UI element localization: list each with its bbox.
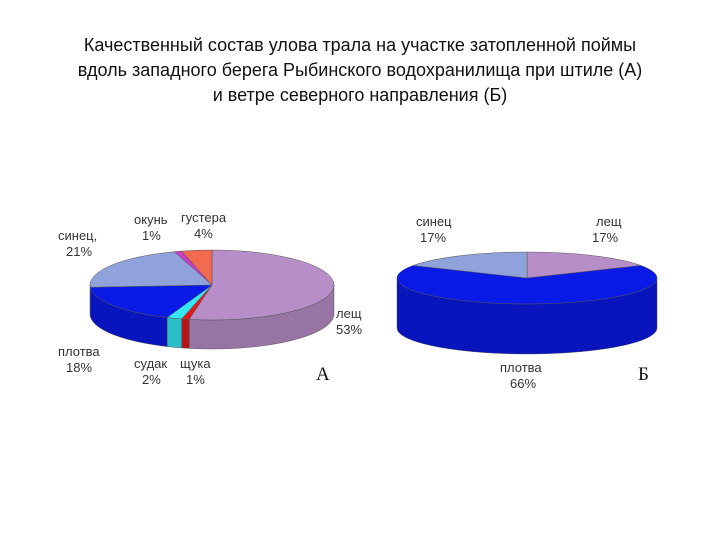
label-a-окунь-value: 1% [142,228,161,243]
label-a-судак-value: 2% [142,372,161,387]
pie-a-labels: лещ 53% щука 1% судак 2% плотва 18% сине… [58,210,362,387]
label-a-плотва-value: 18% [66,360,92,375]
pie-b-labels: лещ 17% плотва 66% синец 17% Б [416,214,649,391]
pie-a-slice-лещ [188,249,335,321]
label-a-синец-value: 21% [66,244,92,259]
label-a-густера-value: 4% [194,226,213,241]
label-a-плотва-name: плотва [58,344,100,359]
pie-chart-b [396,251,658,355]
label-a-окунь-name: окунь [134,212,168,227]
pie-a-wall-судак [166,317,182,349]
panel-label-b: Б [638,364,649,385]
pie-b-slice-плотва [396,265,658,305]
title-line-2: вдоль западного берега Рыбинского водохр… [77,60,643,80]
label-b-плотва-value: 66% [510,376,536,391]
pie-a-slice-синец [89,251,213,288]
pie-chart-a [89,249,335,350]
pie-b-slice-синец [412,251,528,279]
label-a-густера-name: густера [181,210,227,225]
label-a-лещ-value: 53% [336,322,362,337]
chart-title: Качественный состав улова трала на участ… [20,33,700,108]
pie-b-slice-лещ [526,251,642,279]
pie-a-slice-плотва [89,284,213,318]
title-line-3: и ветре северного направления (Б) [212,85,508,105]
label-b-лещ-name: лещ [596,214,622,229]
label-b-плотва-name: плотва [500,360,542,375]
panel-label-a: А [316,364,330,385]
label-b-синец-value: 17% [420,230,446,245]
label-a-синец-name: синец, [58,228,97,243]
title-line-1: Качественный состав улова трала на участ… [83,35,637,55]
pie-a-wall-щука [181,318,190,349]
label-a-судак-name: судак [134,356,167,371]
label-a-щука-name: щука [180,356,211,371]
label-b-синец-name: синец [416,214,452,229]
label-a-лещ-name: лещ [336,306,362,321]
pie-a-slice-густера [181,249,213,286]
label-a-щука-value: 1% [186,372,205,387]
label-b-лещ-value: 17% [592,230,618,245]
